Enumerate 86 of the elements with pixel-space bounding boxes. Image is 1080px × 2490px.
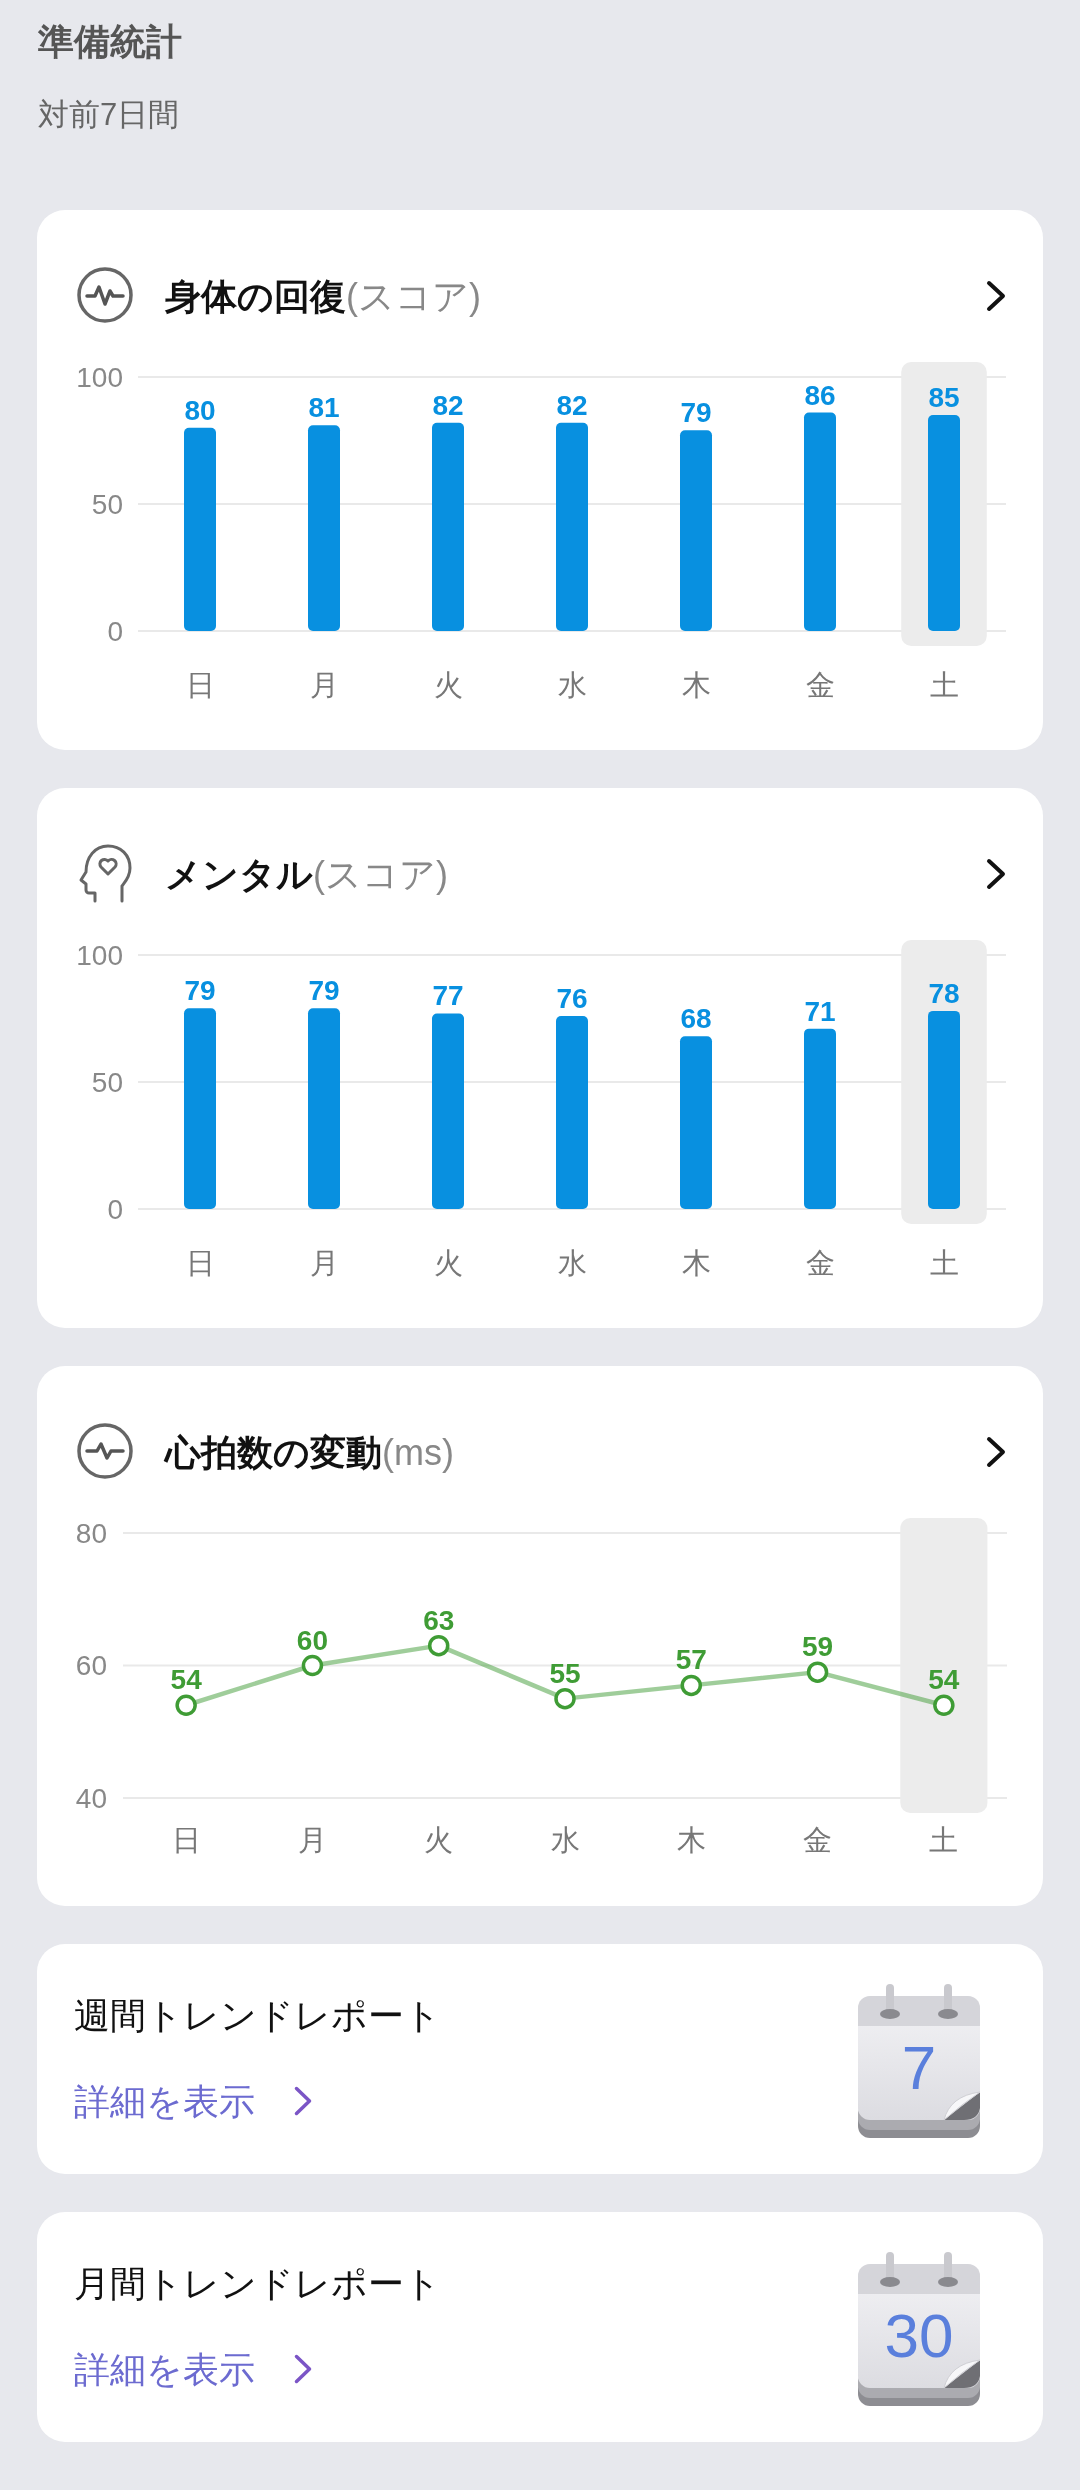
data-label: 81	[308, 392, 340, 424]
point	[427, 1634, 450, 1657]
y-tick-label: 80	[75, 1517, 107, 1549]
bar	[556, 422, 588, 631]
x-tick-label: 月	[309, 1246, 339, 1279]
text: 週間トレンドレポート	[74, 1994, 441, 2038]
bar	[556, 1015, 588, 1209]
bar	[928, 1010, 960, 1209]
bar	[928, 415, 960, 631]
x-tick-label: 火	[433, 1246, 463, 1279]
point	[301, 1654, 324, 1677]
text: 対前7日間	[38, 96, 180, 134]
y-axis-title: (スコア)	[346, 276, 481, 317]
x-tick-label: 日	[185, 668, 215, 701]
y-tick-label: 100	[76, 361, 123, 393]
bar	[432, 422, 464, 631]
data-label: 54	[170, 1664, 203, 1696]
data-label: 71	[804, 995, 836, 1027]
text: 詳細を表示	[74, 2080, 255, 2124]
y-tick-label: 60	[75, 1650, 107, 1682]
x-tick-label: 土	[929, 668, 959, 701]
data-label: 54	[928, 1664, 960, 1696]
y-tick-label: 0	[107, 615, 123, 647]
data-label: 86	[804, 379, 836, 411]
text: 月間トレンドレポート	[74, 2262, 441, 2306]
data-label: 63	[423, 1604, 455, 1636]
point	[554, 1687, 576, 1710]
bar	[308, 425, 340, 631]
data-label: 82	[432, 389, 464, 421]
x-tick-label: 月	[309, 668, 339, 701]
y-tick-label: 100	[76, 939, 123, 971]
bar	[804, 412, 836, 631]
point	[680, 1674, 703, 1697]
point	[933, 1694, 955, 1716]
bar	[184, 1008, 216, 1209]
data-label: 76	[556, 982, 588, 1014]
text: 7	[900, 2032, 938, 2104]
bar	[680, 1036, 712, 1209]
point	[806, 1661, 829, 1683]
bar	[804, 1028, 836, 1209]
y-tick-label: 50	[91, 488, 123, 520]
data-label: 80	[184, 394, 216, 426]
y-axis-title: (スコア)	[313, 854, 448, 895]
y-tick-label: 40	[75, 1782, 107, 1814]
data-label: 59	[801, 1631, 834, 1663]
x-tick-label: 金	[805, 1246, 835, 1279]
x-tick-label: 金	[803, 1823, 833, 1856]
y-axis-title: (ms)	[382, 1432, 454, 1473]
point	[175, 1694, 197, 1716]
x-tick-label: 水	[550, 1823, 580, 1856]
x-tick-label: 木	[681, 668, 711, 701]
data-label: 60	[296, 1624, 329, 1656]
x-tick-label: 金	[805, 668, 835, 701]
x-tick-label: 日	[171, 1823, 201, 1856]
data-label: 77	[432, 980, 464, 1012]
text: 準備統計	[38, 20, 182, 64]
x-tick-label: 木	[681, 1246, 711, 1279]
x-tick-label: 水	[557, 1246, 587, 1279]
data-label: 85	[928, 382, 960, 414]
x-tick-label: 土	[929, 1246, 959, 1279]
x-tick-label: 木	[676, 1823, 706, 1856]
data-label: 79	[184, 975, 216, 1007]
bar	[308, 1008, 340, 1209]
chart-title: 心拍数の変動	[165, 1432, 382, 1473]
data-label: 57	[675, 1644, 707, 1676]
x-tick-label: 火	[424, 1823, 454, 1856]
bar	[432, 1013, 464, 1209]
text: 30	[883, 2300, 955, 2372]
chart-title: メンタル	[165, 854, 313, 895]
x-tick-label: 土	[929, 1823, 959, 1856]
data-label: 79	[680, 397, 712, 429]
data-label: 79	[308, 975, 340, 1007]
x-tick-label: 火	[433, 668, 463, 701]
y-tick-label: 0	[107, 1193, 123, 1225]
data-label: 55	[549, 1657, 581, 1689]
bar	[680, 430, 712, 631]
x-tick-label: 日	[185, 1246, 215, 1279]
data-label: 78	[928, 977, 960, 1009]
x-tick-label: 水	[557, 668, 587, 701]
text: 詳細を表示	[74, 2348, 255, 2392]
chart-title: 身体の回復	[165, 276, 346, 317]
data-label: 68	[680, 1003, 712, 1035]
y-tick-label: 50	[91, 1066, 123, 1098]
bar	[184, 427, 216, 631]
x-tick-label: 月	[297, 1823, 327, 1856]
data-label: 82	[556, 389, 588, 421]
